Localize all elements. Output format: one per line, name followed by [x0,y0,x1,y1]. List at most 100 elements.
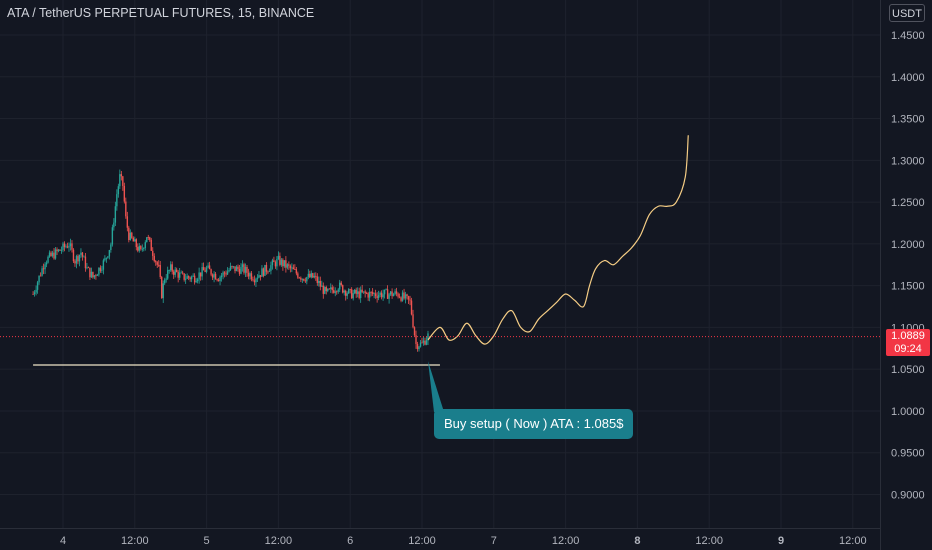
candle-body [286,264,289,268]
candle-body [345,290,347,296]
candle-body [303,278,305,281]
candle-body [214,273,217,280]
candle-body [231,266,233,267]
candle-body [137,247,139,251]
candle-body [300,277,302,280]
candle-body [370,291,372,293]
candle-body [350,289,353,299]
candle-body [189,277,191,280]
candle-body [358,291,360,299]
candle-body [113,222,115,228]
x-tick-label: 6 [347,535,353,547]
candle-body [186,276,188,279]
last-price-badge: 1.0889 09:24 [886,329,930,356]
time-scale: 4 12:00 5 12:00 6 12:00 7 12:00 8 12:00 9 12:00 [60,535,867,547]
candle-body [193,275,196,283]
candle-body [229,266,232,271]
candle-body [356,291,359,294]
candle-body [223,272,226,274]
candle-body [271,260,274,266]
candle-body [380,292,383,298]
candle-body [295,269,298,274]
candle-body [81,252,84,257]
candle-body [377,294,380,299]
candle-body [153,255,155,262]
candle-body [312,273,314,278]
symbol-title: ATA / TetherUS PERPETUAL FUTURES, 15, BI… [7,6,315,20]
candle-body [255,278,257,283]
candle-body [391,291,393,297]
candle-body [120,174,123,177]
candle-body [337,289,339,292]
candle-body [96,274,99,276]
candle-body [273,260,275,263]
candle-body [164,279,166,284]
candle-body [211,274,214,278]
candle-body [412,314,414,328]
currency-badge[interactable]: USDT [889,4,925,22]
candle-body [406,294,408,297]
candle-body [232,266,235,268]
candle-body [301,278,304,280]
candle-body [313,275,315,278]
candle-body [86,267,88,269]
candle-body [165,278,167,280]
candle-body [125,201,127,217]
candle-body [280,259,283,265]
candle-body [90,271,93,278]
candle-body [422,340,425,343]
candle-body [244,266,247,273]
candle-body [364,291,366,294]
candle-body [174,269,176,275]
x-tick-label: 9 [778,535,784,547]
candle-body [177,272,179,278]
candle-body [48,252,51,257]
candle-body [155,261,157,263]
x-tick-label: 12:00 [695,535,723,547]
y-tick-label: 0.9500 [891,448,925,460]
candle-body [327,288,329,292]
candle-body [33,292,36,295]
y-tick-label: 1.2000 [891,239,925,251]
candle-body [288,264,290,266]
candle-body [416,343,419,350]
candle-body [401,292,404,301]
candle-body [77,256,79,262]
candle-body [307,273,310,278]
candle-body [216,279,218,281]
candle-body [68,246,70,248]
candle-body [373,293,375,295]
x-tick-label: 12:00 [408,535,436,547]
candle-body [240,266,242,274]
candle-body [409,299,411,301]
candle-body [84,256,87,269]
candle-body [385,289,387,291]
candle-body [108,250,111,257]
candle-body [228,270,230,272]
candle-body [69,243,72,247]
candle-body [213,273,215,278]
candle-body [181,272,184,274]
candle-body [289,265,292,269]
candle-body [226,271,229,275]
candle-body [141,248,143,250]
candle-body [170,264,172,271]
candle-body [279,255,281,265]
candle-body [268,270,271,272]
y-tick-label: 1.4500 [891,30,925,42]
candle-body [394,291,396,295]
candle-body [150,239,152,251]
candle-body [143,248,145,249]
candle-body [146,237,148,243]
candle-body [123,185,126,202]
candle-body [171,264,173,272]
candle-body [415,335,417,344]
candle-body [116,194,118,207]
y-tick-label: 1.1500 [891,281,925,293]
candle-body [208,265,211,270]
candle-body [195,281,197,283]
y-tick-label: 1.4000 [891,72,925,84]
candle-body [201,267,203,277]
candle-body [117,186,120,195]
